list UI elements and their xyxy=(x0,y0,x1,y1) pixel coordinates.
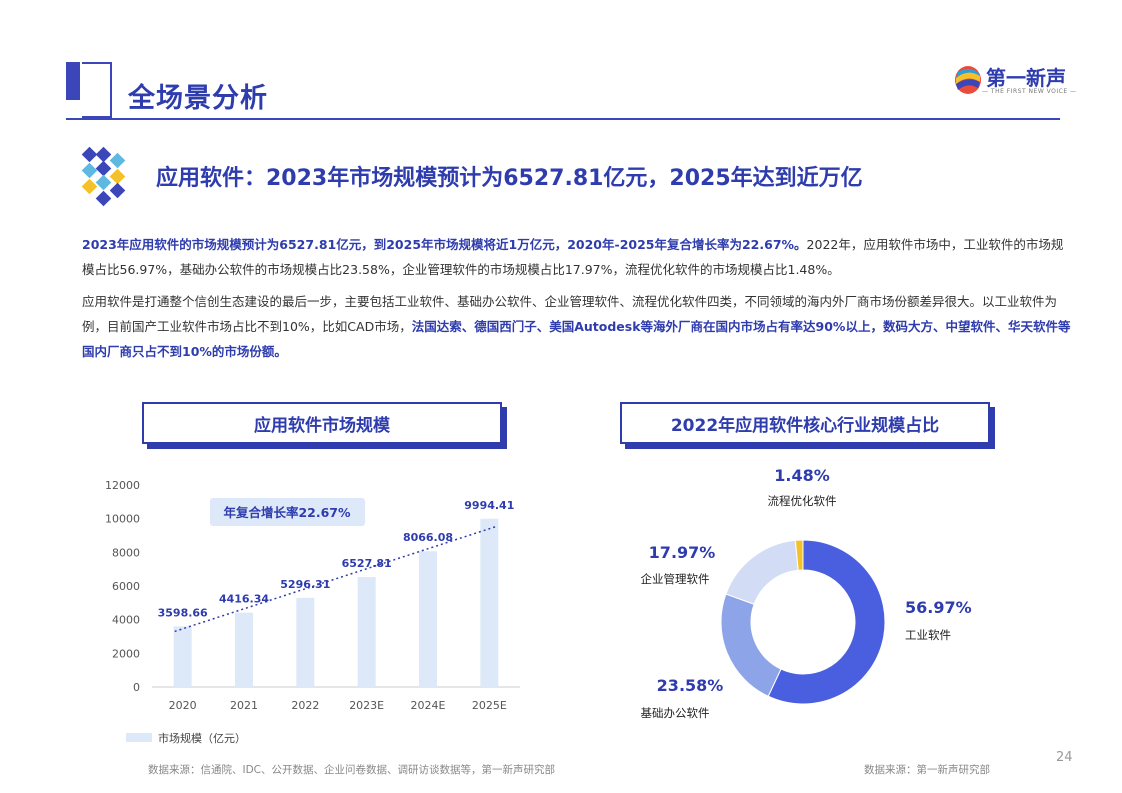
slice-label: 流程优化软件 xyxy=(768,494,837,508)
market-size-bar-chart: 0 2000 4000 6000 8000 10000 12000 3598.66 2020 44… xyxy=(105,479,520,745)
bar-2022 xyxy=(296,597,315,687)
industry-share-donut-chart: 56.97% 工业软件 23.58% 基础办公软件 17.97% 企业管理软件 1.48% 流… xyxy=(641,466,972,720)
slice-percent: 1.48% xyxy=(774,466,830,485)
summary-paragraph: 2023年应用软件的市场规模预计为6527.81亿元，到2025年市场规模将近1… xyxy=(82,232,1072,282)
data-label: 5296.31 xyxy=(280,578,330,591)
slice-percent: 23.58% xyxy=(657,676,724,695)
logo-name: 第一新声 xyxy=(986,66,1066,90)
y-tick-label: 4000 xyxy=(112,614,140,627)
detail-highlight-domestic: 数码大方、中望软件、华天软件等国内厂商只占不到10%的市场份额。 xyxy=(82,319,1071,359)
title-accent-frame xyxy=(82,62,112,118)
source-note-left: 数据来源：信通院、IDC、公开数据、企业问卷数据、调研访谈数据等，第一新声研究部 xyxy=(148,764,556,776)
y-tick-label: 10000 xyxy=(105,513,140,526)
detail-highlight-foreign: 法国达索、德国西门子、美国Autodesk等海外厂商在国内市场占有率达90%以上… xyxy=(411,319,883,334)
x-tick-label: 2022 xyxy=(291,699,319,712)
legend-swatch xyxy=(126,733,152,742)
logo-icon xyxy=(955,66,981,94)
bar-2021 xyxy=(235,612,253,687)
y-tick-label: 2000 xyxy=(112,647,140,660)
detail-paragraph: 应用软件是打通整个信创生态建设的最后一步，主要包括工业软件、基础办公软件、企业管… xyxy=(82,289,1072,364)
x-tick-label: 2025E xyxy=(472,699,507,712)
donut-slice-流程优化软件 xyxy=(794,539,804,571)
page-title: 全场景分析 xyxy=(128,83,268,114)
slice-percent: 17.97% xyxy=(649,543,716,562)
source-note-right: 数据来源：第一新声研究部 xyxy=(864,764,990,776)
donut-slice-企业管理软件 xyxy=(725,539,799,605)
bar-2025E xyxy=(480,518,499,687)
donut-slice-工业软件 xyxy=(767,539,886,705)
x-tick-label: 2024E xyxy=(411,699,446,712)
logo-tagline: — THE FIRST NEW VOICE — xyxy=(982,88,1077,95)
x-tick-label: 2023E xyxy=(349,699,384,712)
x-tick-label: 2021 xyxy=(230,699,258,712)
data-label: 3598.66 xyxy=(158,606,208,619)
bar-2024E xyxy=(419,551,437,687)
cagr-annotation: 年复合增长率22.67% xyxy=(223,505,351,520)
slice-label: 工业软件 xyxy=(905,628,951,642)
donut-chart-title: 2022年应用软件核心行业规模占比 xyxy=(620,402,990,444)
bar-chart-title: 应用软件市场规模 xyxy=(142,402,502,444)
slice-label: 企业管理软件 xyxy=(641,572,710,586)
diamond-pattern-icon xyxy=(81,146,126,207)
y-tick-label: 0 xyxy=(133,681,140,694)
page-number: 24 xyxy=(1056,750,1073,765)
data-label: 4416.34 xyxy=(219,593,269,606)
legend-label: 市场规模（亿元） xyxy=(158,731,246,745)
data-label: 8066.08 xyxy=(403,531,453,544)
data-label: 9994.41 xyxy=(464,499,514,512)
bar-2020 xyxy=(173,626,192,687)
donut-slice-基础办公软件 xyxy=(720,593,782,697)
slice-percent: 56.97% xyxy=(905,598,972,617)
data-label: 6527.81 xyxy=(342,557,392,570)
summary-text: 2022年，应用软件市场中，工业软件的市场规模占比56.97%，基础办公软件的市… xyxy=(82,237,1064,277)
y-tick-label: 6000 xyxy=(112,580,140,593)
trend-line xyxy=(174,526,496,633)
detail-text: 应用软件是打通整个信创生态建设的最后一步，主要包括工业软件、基础办公软件、企业管… xyxy=(82,294,1058,334)
bar-2023E xyxy=(357,577,376,687)
y-tick-label: 8000 xyxy=(112,546,140,559)
cagr-annotation-box xyxy=(210,498,365,526)
section-title: 应用软件：2023年市场规模预计为6527.81亿元，2025年达到近万亿 xyxy=(156,166,863,191)
x-tick-label: 2020 xyxy=(169,699,197,712)
summary-highlight: 2023年应用软件的市场规模预计为6527.81亿元，到2025年市场规模将近1… xyxy=(82,237,807,252)
y-tick-label: 12000 xyxy=(105,479,140,492)
title-divider xyxy=(66,118,1060,120)
slice-label: 基础办公软件 xyxy=(641,706,710,720)
title-accent-bar xyxy=(66,62,80,100)
brand-logo: 第一新声 — THE FIRST NEW VOICE — xyxy=(954,58,1077,108)
